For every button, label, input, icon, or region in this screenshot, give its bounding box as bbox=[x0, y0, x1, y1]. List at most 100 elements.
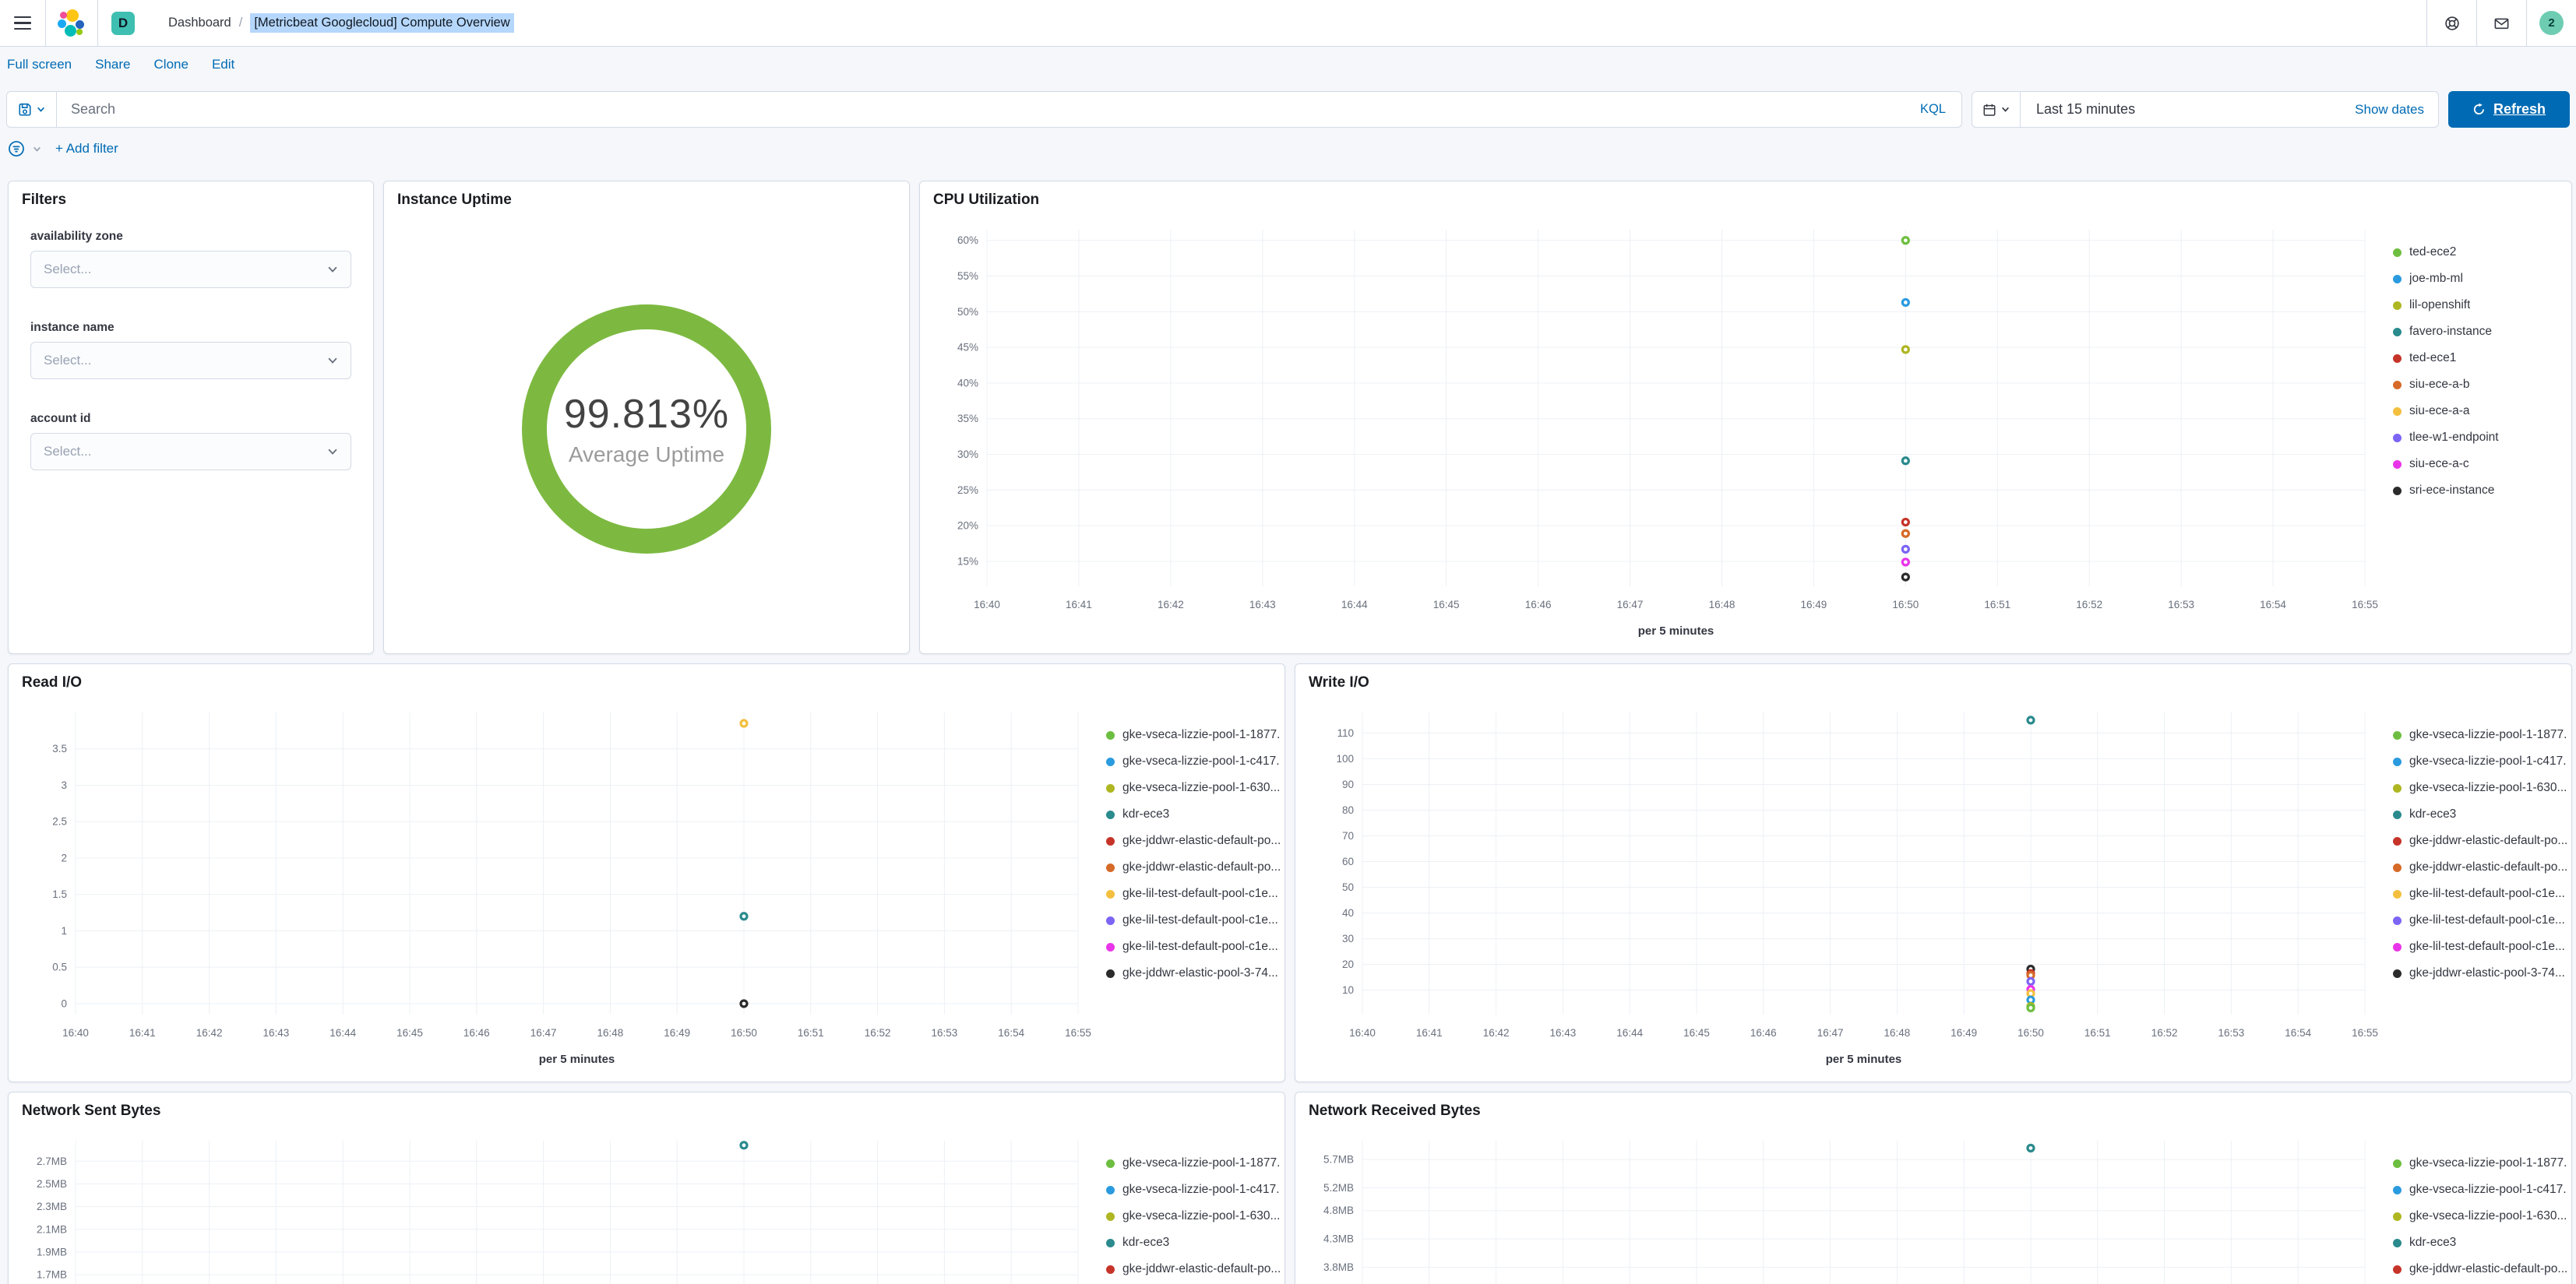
add-filter-button[interactable]: + Add filter bbox=[55, 141, 118, 156]
filter-options-icon[interactable] bbox=[8, 140, 25, 157]
svg-text:45%: 45% bbox=[957, 342, 978, 354]
clone-link[interactable]: Clone bbox=[153, 57, 189, 72]
svg-text:3.8MB: 3.8MB bbox=[1323, 1261, 1354, 1273]
series-label: tlee-w1-endpoint bbox=[2409, 431, 2499, 444]
legend-item[interactable]: gke-jddwr-elastic-pool-3-74... bbox=[1106, 960, 1280, 987]
series-color-dot bbox=[2393, 248, 2402, 257]
chevron-down-icon[interactable] bbox=[33, 145, 41, 153]
filter-label-instance-name: instance name bbox=[30, 321, 115, 334]
legend-item[interactable]: kdr-ece3 bbox=[1106, 801, 1280, 828]
svg-text:16:53: 16:53 bbox=[2218, 1027, 2245, 1039]
series-label: gke-vseca-lizzie-pool-1-1877... bbox=[2409, 728, 2567, 741]
svg-text:16:40: 16:40 bbox=[974, 599, 1000, 610]
help-buoy-icon bbox=[2444, 16, 2459, 30]
legend-item[interactable]: gke-vseca-lizzie-pool-1-c417... bbox=[1106, 748, 1280, 775]
legend-item[interactable]: joe-mb-ml bbox=[2393, 266, 2567, 292]
series-label: gke-vseca-lizzie-pool-1-c417... bbox=[1122, 755, 1280, 768]
legend-item[interactable]: gke-vseca-lizzie-pool-1-c417... bbox=[2393, 748, 2567, 775]
legend-item[interactable]: gke-vseca-lizzie-pool-1-630... bbox=[2393, 775, 2567, 801]
series-label: gke-lil-test-default-pool-c1e... bbox=[1122, 913, 1278, 927]
series-color-dot bbox=[1106, 969, 1115, 978]
legend-item[interactable]: siu-ece-a-a bbox=[2393, 398, 2567, 424]
series-color-dot bbox=[2393, 433, 2402, 442]
legend-item[interactable]: sri-ece-instance bbox=[2393, 477, 2567, 504]
legend-item[interactable]: tlee-w1-endpoint bbox=[2393, 424, 2567, 451]
time-range-value[interactable]: Last 15 minutes bbox=[2036, 101, 2136, 117]
menu-button[interactable] bbox=[0, 0, 45, 46]
instance-name-select[interactable]: Select... bbox=[30, 342, 351, 379]
edit-link[interactable]: Edit bbox=[211, 57, 235, 72]
legend-item[interactable]: gke-vseca-lizzie-pool-1-630... bbox=[1106, 775, 1280, 801]
legend-item[interactable]: gke-lil-test-default-pool-c1e... bbox=[1106, 907, 1280, 934]
legend-item[interactable]: lil-openshift bbox=[2393, 292, 2567, 318]
share-link[interactable]: Share bbox=[95, 57, 131, 72]
legend-item[interactable]: ted-ece1 bbox=[2393, 345, 2567, 371]
legend-item[interactable]: gke-jddwr-elastic-default-po... bbox=[1106, 1256, 1280, 1282]
elastic-logo[interactable] bbox=[46, 0, 97, 46]
legend-item[interactable]: favero-instance bbox=[2393, 318, 2567, 345]
legend-item[interactable]: gke-vseca-lizzie-pool-1-c417... bbox=[1106, 1177, 1280, 1203]
full-screen-link[interactable]: Full screen bbox=[7, 57, 72, 72]
space-switcher-badge[interactable]: D bbox=[111, 11, 135, 35]
svg-text:16:52: 16:52 bbox=[865, 1027, 891, 1039]
legend-item[interactable]: gke-vseca-lizzie-pool-1-1877... bbox=[1106, 1150, 1280, 1177]
legend-item[interactable]: gke-lil-test-default-pool-c1e... bbox=[1106, 881, 1280, 907]
legend-item[interactable]: kdr-ece3 bbox=[2393, 801, 2567, 828]
legend-item[interactable]: gke-lil-test-default-pool-c1e... bbox=[1106, 934, 1280, 960]
legend-item[interactable]: gke-vseca-lizzie-pool-1-c417... bbox=[2393, 1177, 2567, 1203]
legend-item[interactable]: kdr-ece3 bbox=[1106, 1229, 1280, 1256]
legend-item[interactable]: siu-ece-a-c bbox=[2393, 451, 2567, 477]
uptime-gauge-ring: 99.813% Average Uptime bbox=[522, 304, 771, 554]
legend-item[interactable]: gke-jddwr-elastic-pool-3-74... bbox=[2393, 960, 2567, 987]
chevron-down-icon bbox=[328, 266, 337, 273]
user-menu-button[interactable]: 2 bbox=[2527, 0, 2576, 46]
svg-text:60%: 60% bbox=[957, 234, 978, 246]
series-label: gke-vseca-lizzie-pool-1-c417... bbox=[1122, 1183, 1280, 1196]
account-id-select[interactable]: Select... bbox=[30, 433, 351, 470]
legend-item[interactable]: gke-vseca-lizzie-pool-1-630... bbox=[1106, 1203, 1280, 1229]
saved-query-menu-button[interactable] bbox=[7, 92, 57, 127]
legend-item[interactable]: siu-ece-a-b bbox=[2393, 371, 2567, 398]
legend-item[interactable]: gke-vseca-lizzie-pool-1-1877... bbox=[2393, 722, 2567, 748]
legend-item[interactable]: gke-vseca-lizzie-pool-1-1877... bbox=[2393, 1150, 2567, 1177]
svg-text:16:42: 16:42 bbox=[1158, 599, 1184, 610]
svg-text:16:52: 16:52 bbox=[2151, 1027, 2178, 1039]
legend-item[interactable]: gke-lil-test-default-pool-c1e... bbox=[2393, 934, 2567, 960]
legend-item[interactable]: gke-jddwr-elastic-default-po... bbox=[1106, 828, 1280, 854]
refresh-button[interactable]: Refresh bbox=[2448, 91, 2570, 128]
query-language-button[interactable]: KQL bbox=[1919, 102, 1946, 116]
svg-text:25%: 25% bbox=[957, 484, 978, 496]
series-label: kdr-ece3 bbox=[1122, 1236, 1170, 1249]
date-quick-menu-button[interactable] bbox=[1972, 92, 2021, 127]
series-color-dot bbox=[1106, 730, 1115, 740]
legend-item[interactable]: gke-vseca-lizzie-pool-1-630... bbox=[2393, 1203, 2567, 1229]
breadcrumb-dashboard-link[interactable]: Dashboard bbox=[168, 16, 231, 30]
help-button[interactable] bbox=[2427, 0, 2476, 46]
newsfeed-button[interactable] bbox=[2477, 0, 2526, 46]
legend-item[interactable]: gke-vseca-lizzie-pool-1-1877... bbox=[1106, 722, 1280, 748]
legend-item[interactable]: gke-lil-test-default-pool-c1e... bbox=[2393, 881, 2567, 907]
svg-text:16:44: 16:44 bbox=[329, 1027, 356, 1039]
svg-text:1.7MB: 1.7MB bbox=[37, 1269, 67, 1281]
series-color-dot bbox=[2393, 969, 2402, 978]
series-label: gke-jddwr-elastic-default-po... bbox=[2409, 860, 2567, 874]
legend-item[interactable]: kdr-ece3 bbox=[2393, 1229, 2567, 1256]
legend-item[interactable]: gke-jddwr-elastic-default-po... bbox=[1106, 854, 1280, 881]
legend-item[interactable]: gke-lil-test-default-pool-c1e... bbox=[2393, 907, 2567, 934]
search-input[interactable] bbox=[57, 101, 1905, 118]
series-label: gke-vseca-lizzie-pool-1-630... bbox=[2409, 1209, 2567, 1222]
legend-item[interactable]: gke-jddwr-elastic-default-po... bbox=[2393, 828, 2567, 854]
panel-title: Instance Uptime bbox=[397, 192, 512, 208]
network-sent-bytes-panel: Network Sent Bytes 16:4016:4116:4216:431… bbox=[8, 1092, 1285, 1284]
header-divider bbox=[45, 0, 46, 46]
show-dates-button[interactable]: Show dates bbox=[2355, 101, 2424, 117]
series-label: gke-jddwr-elastic-default-po... bbox=[1122, 860, 1280, 874]
availability-zone-select[interactable]: Select... bbox=[30, 251, 351, 288]
legend-item[interactable]: gke-jddwr-elastic-default-po... bbox=[2393, 854, 2567, 881]
series-label: gke-vseca-lizzie-pool-1-1877... bbox=[1122, 728, 1280, 741]
legend-item[interactable]: gke-jddwr-elastic-default-po... bbox=[2393, 1256, 2567, 1282]
legend-item[interactable]: ted-ece2 bbox=[2393, 239, 2567, 266]
svg-text:16:43: 16:43 bbox=[1249, 599, 1276, 610]
series-color-dot bbox=[2393, 1212, 2402, 1221]
header-divider bbox=[2476, 0, 2477, 46]
